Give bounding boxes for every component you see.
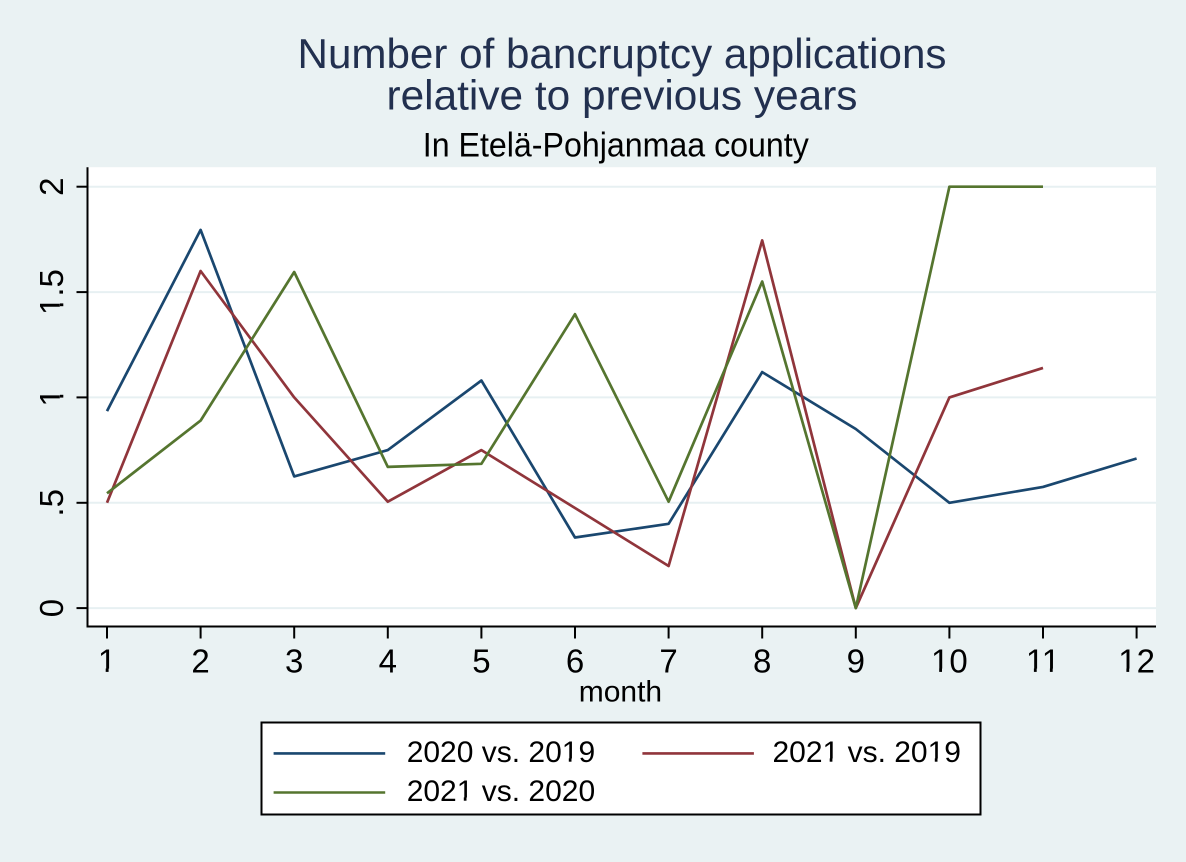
svg-text:6: 6 xyxy=(566,642,584,679)
svg-text:3: 3 xyxy=(285,642,303,679)
svg-text:7: 7 xyxy=(659,642,677,679)
svg-text:5: 5 xyxy=(472,642,490,679)
svg-text:1.5: 1.5 xyxy=(33,269,70,315)
svg-text:1: 1 xyxy=(98,642,116,679)
svg-text:2021 vs. 2020: 2021 vs. 2020 xyxy=(407,775,595,808)
svg-text:Number of bancruptcy applicati: Number of bancruptcy applications xyxy=(298,30,947,77)
svg-text:In Etelä-Pohjanmaa county: In Etelä-Pohjanmaa county xyxy=(423,126,810,164)
svg-text:12: 12 xyxy=(1118,642,1155,679)
svg-text:2021 vs. 2019: 2021 vs. 2019 xyxy=(773,736,961,769)
svg-text:month: month xyxy=(579,675,662,708)
svg-text:2: 2 xyxy=(191,642,209,679)
svg-text:4: 4 xyxy=(379,642,397,679)
svg-text:9: 9 xyxy=(847,642,865,679)
svg-text:2: 2 xyxy=(33,178,70,196)
svg-text:relative to previous years: relative to previous years xyxy=(387,72,858,119)
svg-text:.5: .5 xyxy=(33,489,70,517)
svg-text:8: 8 xyxy=(753,642,771,679)
svg-text:1: 1 xyxy=(33,388,70,406)
svg-text:11: 11 xyxy=(1026,642,1060,679)
svg-text:2020 vs. 2019: 2020 vs. 2019 xyxy=(407,736,595,769)
svg-text:0: 0 xyxy=(33,599,70,617)
svg-text:10: 10 xyxy=(931,642,968,679)
